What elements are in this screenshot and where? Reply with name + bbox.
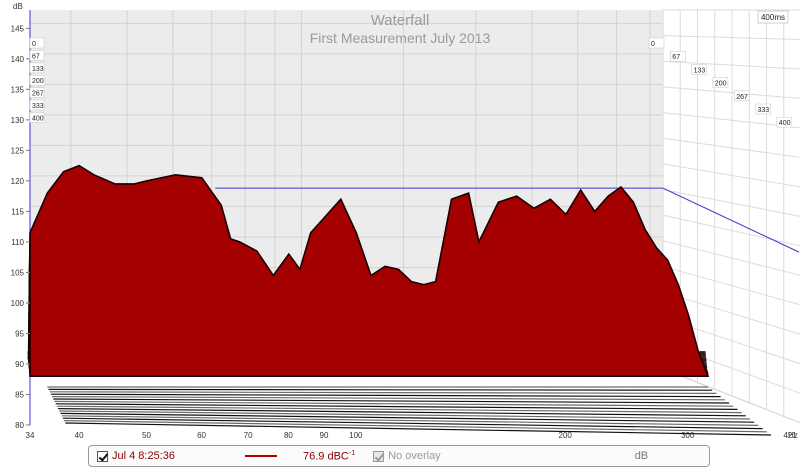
- y-tick-label: 145: [11, 24, 25, 33]
- time-label-box: [29, 99, 45, 111]
- decay-floor-line: [49, 391, 717, 394]
- measurement-checkbox[interactable]: [97, 450, 108, 462]
- time-label-box: [29, 87, 45, 98]
- overlay-checkbox[interactable]: [373, 450, 385, 462]
- y-tick-label: 120: [11, 177, 25, 186]
- waterfall-slice: [29, 164, 710, 377]
- y-axis-label: dB: [13, 2, 23, 11]
- time-axis: 0 0 67 67 133 133 200 200 267 267 333 333 400 400: [29, 37, 793, 128]
- y-tick-label: 140: [11, 55, 25, 64]
- time-label-box: [29, 62, 45, 74]
- y-tick-label: 115: [11, 207, 24, 216]
- y-tick-label: 100: [11, 299, 25, 308]
- time-label-box: [733, 90, 750, 102]
- time-label-diagonal: 333: [758, 107, 770, 114]
- time-label-box: [29, 112, 45, 123]
- unit-label: dB: [634, 450, 649, 462]
- x-tick-label: 40: [75, 431, 84, 440]
- decay-floor-line: [61, 415, 759, 426]
- y-tick-label: 80: [15, 421, 24, 430]
- y-axis: 80 85 90 95 100 105 110 115 120 125 130 135 140 145: [11, 24, 30, 430]
- time-label-left: 200: [32, 78, 44, 85]
- waterfall-plot: 80 85 90 95 100 105 110 115 120 125 130 135 140 145 3…: [11, 2, 800, 440]
- decay-floor-line: [53, 398, 730, 404]
- x-tick-label: 50: [142, 431, 151, 440]
- x-tick-label: 200: [559, 431, 573, 440]
- decay-floor-line: [62, 417, 763, 430]
- decay-floor-line: [65, 422, 772, 436]
- chart-title: Waterfall: [371, 12, 430, 29]
- x-tick-label: 34: [26, 431, 35, 440]
- overlay-label: No overlay: [388, 450, 441, 462]
- time-label-diagonal: 67: [672, 54, 680, 61]
- time-label-box: [712, 77, 729, 88]
- time-label-diagonal: 400: [779, 120, 791, 127]
- x-tick-label: 100: [349, 431, 363, 440]
- time-label-box: [669, 50, 686, 62]
- x-tick-label: 421: [783, 431, 797, 440]
- decay-floor-line: [52, 396, 725, 401]
- time-axis-unit-badge: 400ms: [757, 10, 789, 24]
- time-label-box: [29, 50, 45, 61]
- y-tick-label: 90: [15, 360, 24, 369]
- time-label-left: 267: [32, 91, 44, 98]
- time-label-box: [776, 116, 793, 128]
- decay-floor-line: [48, 388, 713, 391]
- time-label-box: [29, 74, 45, 86]
- reference-line: [215, 187, 800, 253]
- time-label-left: 133: [32, 66, 44, 73]
- decay-floor-line: [59, 410, 751, 420]
- status-bar: Jul 4 8:25:36 76.9 dBC-1 No overlay dB: [88, 445, 710, 467]
- x-tick-label: 70: [244, 431, 253, 440]
- decay-floor-line: [55, 403, 738, 410]
- time-label-box: [691, 64, 707, 75]
- chart-subtitle: First Measurement July 2013: [310, 30, 491, 46]
- decay-floor-line: [58, 408, 746, 417]
- y-tick-label: 110: [11, 238, 24, 247]
- decay-floor-line: [64, 420, 767, 433]
- time-label-box: [755, 103, 771, 115]
- decay-floor: [47, 386, 772, 436]
- time-label-diagonal: 267: [736, 94, 748, 101]
- time-label-left: 67: [32, 53, 40, 60]
- y-tick-label: 125: [11, 146, 25, 155]
- x-axis-unit: Hz: [788, 431, 798, 440]
- x-tick-label: 300: [681, 431, 695, 440]
- decay-floor-line: [54, 400, 734, 407]
- measurement-label: Jul 4 8:25:36: [112, 450, 175, 462]
- level-superscript: -1: [348, 449, 356, 457]
- trace-color-swatch[interactable]: [245, 455, 277, 457]
- time-label-diagonal: 200: [715, 81, 727, 88]
- x-tick-label: 80: [284, 431, 293, 440]
- time-label-box: [648, 37, 665, 49]
- decay-floor-line: [50, 393, 721, 398]
- x-axis: 34 40 50 60 70 80 90 100 200 300 421: [26, 431, 798, 440]
- y-tick-label: 130: [11, 116, 25, 125]
- time-label-left: 0: [32, 41, 36, 48]
- y-tick-label: 85: [15, 390, 24, 399]
- level-value: 76.9 dBC-1: [303, 449, 356, 463]
- x-tick-label: 60: [197, 431, 206, 440]
- decay-floor-line: [60, 412, 755, 423]
- y-tick-label: 95: [15, 329, 24, 338]
- decay-floor-line: [56, 405, 742, 414]
- time-label-left: 333: [32, 103, 44, 110]
- time-label-diagonal: 133: [694, 67, 706, 74]
- x-tick-label: 90: [320, 431, 329, 440]
- y-tick-label: 105: [11, 268, 25, 277]
- time-label-box: [29, 37, 45, 49]
- waterfall-slices: [27, 164, 710, 377]
- time-axis-unit: 400ms: [761, 13, 785, 22]
- time-label-diagonal: 0: [651, 41, 655, 48]
- time-label-left: 400: [32, 115, 44, 122]
- y-tick-label: 135: [11, 85, 25, 94]
